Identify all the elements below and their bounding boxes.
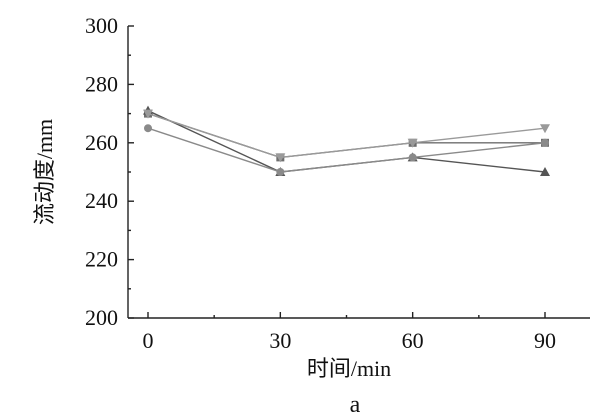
y-axis-title: 流动度/mm xyxy=(32,119,57,225)
series-line xyxy=(147,112,546,159)
x-tick-label: 30 xyxy=(269,328,291,353)
y-tick-label: 240 xyxy=(85,188,118,213)
y-tick-label: 220 xyxy=(85,247,118,272)
series-line xyxy=(147,127,546,173)
data-point xyxy=(275,153,286,163)
data-point xyxy=(540,124,550,134)
y-tick-label: 300 xyxy=(85,13,118,38)
series-1 xyxy=(144,109,549,162)
panel-label: a xyxy=(350,392,361,418)
x-axis-title: 时间/min xyxy=(307,356,391,381)
series-3 xyxy=(144,124,549,176)
series-layer xyxy=(143,105,550,176)
series-4 xyxy=(143,109,550,163)
data-point xyxy=(541,138,549,147)
y-tick-label: 260 xyxy=(85,130,118,155)
x-tick-label: 90 xyxy=(534,328,556,353)
series-2 xyxy=(143,105,550,176)
y-tick-label: 280 xyxy=(85,71,118,96)
data-point xyxy=(143,109,153,119)
x-tick-label: 60 xyxy=(402,328,424,353)
data-point xyxy=(276,168,285,176)
series-line xyxy=(147,110,546,173)
x-tick-label: 0 xyxy=(143,328,154,353)
series-line xyxy=(147,112,545,159)
y-tick-label: 200 xyxy=(85,305,118,330)
axes: 200 220 240 260 280 300 0 30 60 90 xyxy=(85,13,590,353)
data-point xyxy=(540,167,550,176)
data-point xyxy=(408,153,417,162)
data-point xyxy=(407,138,418,148)
data-point xyxy=(144,124,152,133)
